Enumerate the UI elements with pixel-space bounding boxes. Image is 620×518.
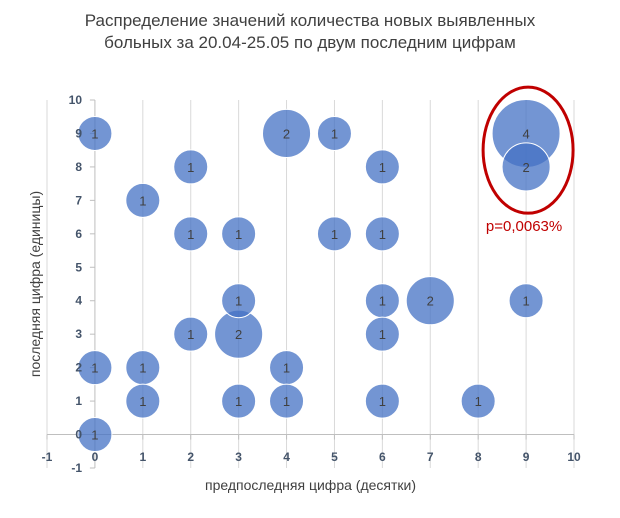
- x-tick-label: 9: [523, 450, 530, 464]
- y-tick-label: 10: [69, 93, 83, 107]
- bubble-label: 1: [522, 294, 529, 309]
- x-tick-label: 4: [283, 450, 290, 464]
- bubble: [77, 115, 113, 151]
- y-tick-label: 2: [75, 361, 82, 375]
- y-tick-label: 0: [75, 428, 82, 442]
- y-tick-label: 3: [75, 327, 82, 341]
- bubble-label: 1: [379, 394, 386, 409]
- bubble-label: 1: [139, 394, 146, 409]
- x-tick-label: 8: [475, 450, 482, 464]
- x-tick-label: 2: [187, 450, 194, 464]
- bubble-label: 1: [235, 294, 242, 309]
- bubble-label: 1: [91, 361, 98, 376]
- bubble: [173, 216, 209, 252]
- bubble-label: 1: [331, 126, 338, 141]
- bubble-label: 1: [379, 294, 386, 309]
- bubble-label: 1: [187, 160, 194, 175]
- bubble-label: 1: [187, 327, 194, 342]
- bubble-label: 1: [235, 227, 242, 242]
- bubble-label: 1: [379, 160, 386, 175]
- bubble-label: 1: [475, 394, 482, 409]
- bubble: [501, 142, 551, 192]
- grid-lines: [46, 100, 575, 468]
- bubble-label: 1: [235, 394, 242, 409]
- bubble: [508, 283, 544, 319]
- bubble-labels: 1 1 1 1 1 1 1 1 1 1 1 2 1 2 1 1 1 1 1 1 1 1 1 2 1 4 2 1: [91, 126, 529, 442]
- bubble-label: 2: [235, 327, 242, 342]
- y-tick-label: 4: [75, 294, 82, 308]
- bubble: [364, 216, 400, 252]
- bubble-label: 1: [283, 361, 290, 376]
- bubble-label: 1: [139, 193, 146, 208]
- bubble-label: 4: [522, 126, 529, 141]
- bubble: [125, 182, 161, 218]
- bubble: [316, 216, 352, 252]
- bubble-label: 2: [522, 160, 529, 175]
- bubble: [269, 383, 305, 419]
- bubble-label: 1: [283, 394, 290, 409]
- bubble-label: 1: [139, 361, 146, 376]
- bubble-label: 2: [427, 294, 434, 309]
- bubble: [125, 383, 161, 419]
- bubble-label: 2: [283, 126, 290, 141]
- bubble: [364, 316, 400, 352]
- bubble: [364, 383, 400, 419]
- bubble: [77, 350, 113, 386]
- bubble: [405, 276, 455, 326]
- chart-title-line-2: больных за 20.04-25.05 по двум последним…: [104, 33, 516, 52]
- y-axis-label: последняя цифра (единицы): [27, 191, 43, 377]
- bubble: [460, 383, 496, 419]
- bubble: [221, 383, 257, 419]
- y-tick-label: 5: [75, 260, 82, 274]
- bubble: [173, 149, 209, 185]
- x-tick-label: 7: [427, 450, 434, 464]
- x-tick-label: -1: [42, 450, 53, 464]
- bubble-label: 1: [91, 126, 98, 141]
- bubbles: [77, 98, 561, 453]
- bubble-label: 1: [331, 227, 338, 242]
- bubble-label: 1: [379, 327, 386, 342]
- bubble: [364, 149, 400, 185]
- chart-title: Распределение значений количества новых …: [0, 10, 620, 54]
- axes: [46, 99, 575, 469]
- bubble-label: 1: [187, 227, 194, 242]
- y-tick-label: 6: [75, 227, 82, 241]
- y-tick-label: 8: [75, 160, 82, 174]
- p-value-annotation: p=0,0063%: [486, 218, 562, 235]
- highlight-ellipse: [481, 85, 575, 215]
- y-tick-label: -1: [71, 461, 82, 475]
- bubble: [262, 108, 312, 158]
- x-tick-label: 5: [331, 450, 338, 464]
- x-axis-label: предпоследняя цифра (десятки): [205, 477, 416, 493]
- bubble: [221, 283, 257, 319]
- y-tick-label: 9: [75, 126, 82, 140]
- bubble: [77, 417, 113, 453]
- x-tick-label: 0: [92, 450, 99, 464]
- y-tick-label: 1: [75, 394, 82, 408]
- x-tick-label: 3: [235, 450, 242, 464]
- bubble-label: 1: [91, 428, 98, 443]
- chart-title-line-1: Распределение значений количества новых …: [84, 11, 536, 30]
- bubble: [173, 316, 209, 352]
- x-tick-label: 1: [139, 450, 146, 464]
- bubble: [221, 216, 257, 252]
- bubble-label: 1: [379, 227, 386, 242]
- x-tick-label: 10: [567, 450, 581, 464]
- bubble: [316, 115, 352, 151]
- y-tick-label: 7: [75, 193, 82, 207]
- x-tick-label: 6: [379, 450, 386, 464]
